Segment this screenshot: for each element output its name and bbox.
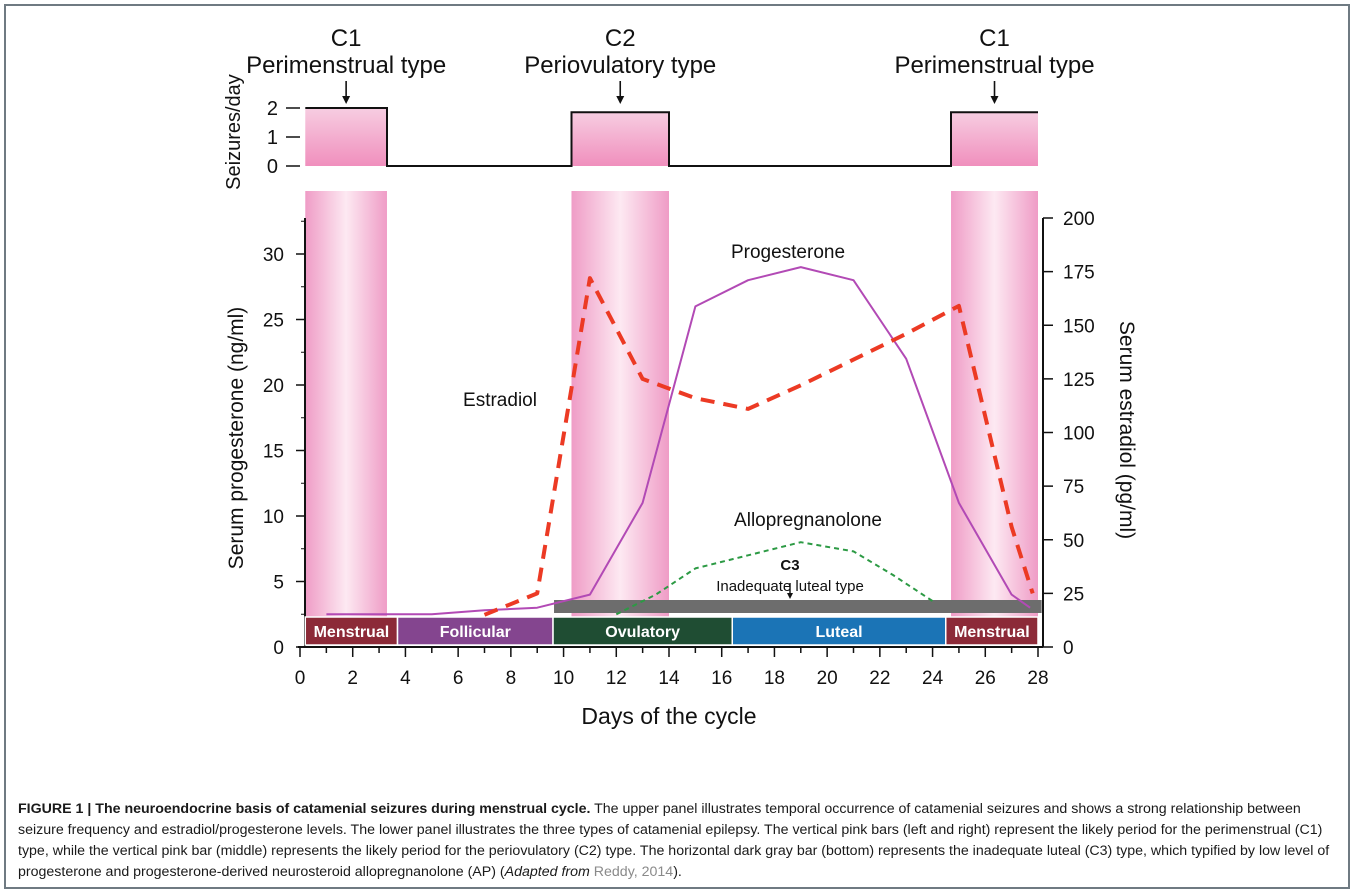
left-axis-label: Serum progesterone (ng/ml) [225, 307, 248, 570]
c3-arrow-head [787, 593, 793, 599]
seizure-tick-label: 2 [267, 98, 278, 120]
left-tick-label: 5 [273, 573, 284, 594]
right-tick-label: 75 [1063, 477, 1084, 498]
seizure-tick-label: 1 [267, 127, 278, 149]
period-code-label: C1 [331, 25, 362, 52]
x-tick-label: 12 [606, 668, 627, 689]
series-label-allopregnanolone: Allopregnanolone [734, 510, 882, 531]
x-tick-label: 8 [506, 668, 517, 689]
phase-bar: Menstrual Follicular Ovulatory Luteal Menstr… [305, 600, 1041, 645]
left-tick-label: 0 [273, 638, 284, 659]
series-line-estradiol [485, 278, 1033, 615]
right-tick-label: 100 [1063, 424, 1095, 445]
left-tick-label: 10 [263, 507, 284, 528]
seizure-bar [305, 108, 387, 166]
c3-code-label: C3 [780, 557, 799, 574]
right-tick-label: 50 [1063, 531, 1084, 552]
seizure-panel: 0 1 2 Seizures/day [223, 74, 1038, 190]
period-arrow-head [342, 96, 350, 104]
x-tick-label: 10 [553, 668, 574, 689]
left-tick-label: 20 [263, 376, 284, 397]
caption-adapted: Adapted from [505, 864, 590, 880]
seizure-bar [571, 112, 669, 166]
figure-caption: FIGURE 1 | The neuroendocrine basis of c… [18, 799, 1340, 883]
period-type-label: Perimenstrual type [894, 52, 1094, 79]
seizure-axis-label: Seizures/day [223, 74, 245, 190]
left-tick-label: 25 [263, 311, 284, 332]
caption-cite[interactable]: Reddy, 2014 [594, 864, 673, 880]
period-arrow-head [616, 96, 624, 104]
phase-label: Ovulatory [605, 624, 680, 641]
right-tick-label: 125 [1063, 370, 1095, 391]
phase-label: Follicular [440, 624, 511, 641]
period-type-label: Perimenstrual type [246, 52, 446, 79]
right-tick-label: 25 [1063, 584, 1084, 605]
seizure-tick-label: 0 [267, 156, 278, 178]
right-tick-label: 0 [1063, 638, 1074, 659]
shaded-period-band [951, 191, 1038, 617]
x-tick-label: 6 [453, 668, 464, 689]
series-line-progesterone [326, 267, 1030, 614]
seizure-step-line [305, 108, 1038, 166]
x-tick-label: 0 [295, 668, 306, 689]
seizure-bar [951, 112, 1038, 166]
period-code-label: C1 [979, 25, 1010, 52]
x-tick-label: 24 [922, 668, 944, 689]
shaded-periods [305, 191, 1038, 617]
x-tick-label: 16 [711, 668, 732, 689]
shaded-period-band [571, 191, 669, 617]
right-tick-label: 200 [1063, 209, 1095, 230]
x-tick-label: 2 [347, 668, 358, 689]
period-code-label: C2 [605, 25, 636, 52]
right-tick-label: 175 [1063, 263, 1095, 284]
phase-label: Menstrual [314, 624, 390, 641]
shaded-period-band [305, 191, 387, 617]
phase-label: Menstrual [954, 624, 1030, 641]
series-label-progesterone: Progesterone [731, 242, 845, 263]
phase-label: Luteal [815, 624, 862, 641]
x-tick-label: 18 [764, 668, 785, 689]
right-axis-label: Serum estradiol (pg/ml) [1115, 321, 1138, 539]
c3-bar [554, 600, 1042, 613]
left-tick-label: 15 [263, 442, 284, 463]
series-label-estradiol: Estradiol [463, 390, 537, 411]
x-tick-label: 4 [400, 668, 411, 689]
x-tick-label: 28 [1027, 668, 1048, 689]
x-axis-label: Days of the cycle [581, 703, 756, 729]
caption-lead: FIGURE 1 | The neuroendocrine basis of c… [18, 801, 590, 817]
series-lines [326, 267, 1032, 615]
x-tick-label: 22 [869, 668, 890, 689]
caption-end: ). [673, 864, 682, 880]
left-tick-label: 30 [263, 245, 284, 266]
x-tick-label: 14 [658, 668, 680, 689]
period-type-label: Periovulatory type [524, 52, 716, 79]
x-tick-label: 26 [975, 668, 996, 689]
right-tick-label: 150 [1063, 316, 1095, 337]
x-tick-label: 20 [817, 668, 838, 689]
period-arrow-head [991, 96, 999, 104]
